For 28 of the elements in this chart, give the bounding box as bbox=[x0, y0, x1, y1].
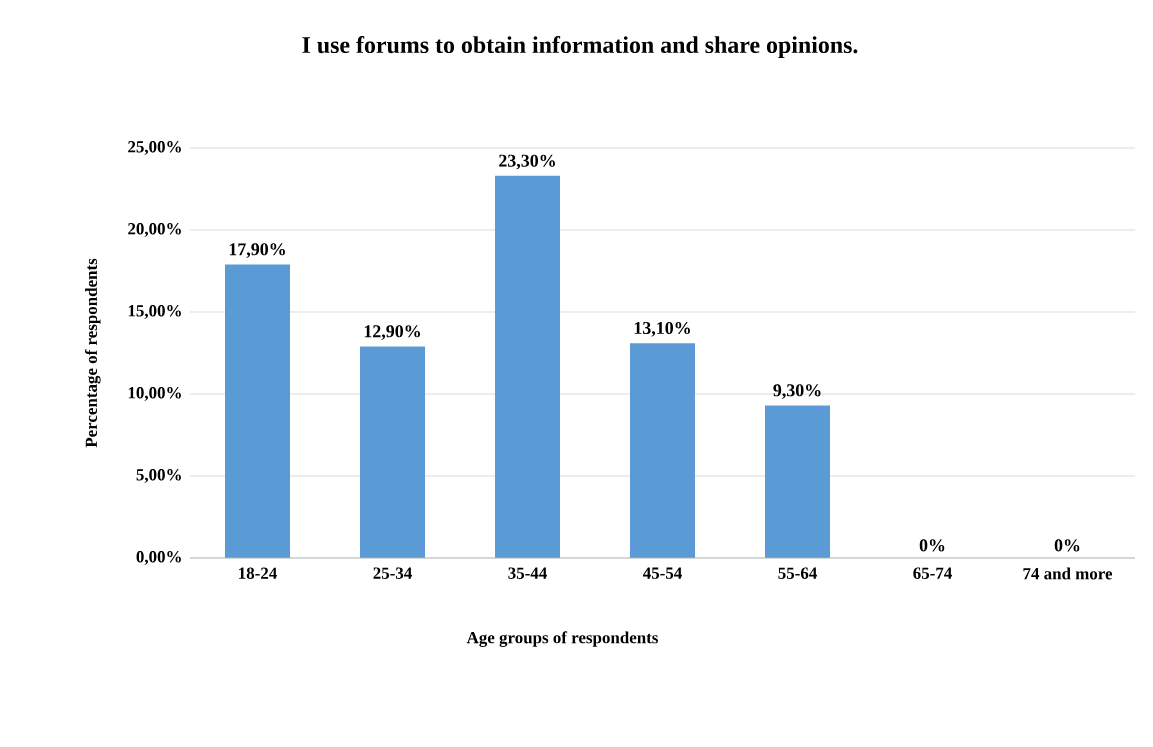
x-tick-label: 18-24 bbox=[239, 567, 277, 579]
y-tick-label: 0,00% bbox=[136, 551, 181, 565]
y-tick-label: 20,00% bbox=[128, 223, 181, 237]
data-label: 13,10% bbox=[634, 321, 690, 337]
data-label: 9,30% bbox=[773, 384, 821, 399]
y-axis-title: Percentage of respondents bbox=[84, 258, 101, 448]
bar bbox=[630, 343, 696, 558]
y-tick-label: 15,00% bbox=[128, 305, 181, 319]
x-tick-label: 65-74 bbox=[913, 567, 952, 579]
bar bbox=[360, 346, 426, 558]
data-label: 0% bbox=[1054, 539, 1080, 552]
x-tick-label: 25-34 bbox=[373, 567, 412, 579]
x-tick-label: 74 and more bbox=[1023, 567, 1113, 580]
data-label: 17,90% bbox=[229, 243, 285, 258]
x-tick-label: 45-54 bbox=[642, 567, 682, 579]
x-tick-label: 35-44 bbox=[508, 567, 547, 579]
bar bbox=[225, 264, 291, 558]
x-axis-title: Age groups of respondents bbox=[466, 631, 658, 647]
y-tick-label: 25,00% bbox=[128, 141, 181, 155]
bar bbox=[765, 405, 831, 558]
x-tick-label: 55-64 bbox=[778, 567, 817, 579]
data-label: 0% bbox=[919, 539, 945, 552]
data-label: 23,30% bbox=[499, 154, 555, 170]
y-tick-label: 5,00% bbox=[136, 469, 181, 483]
bar bbox=[495, 175, 561, 558]
chart-title: I use forums to obtain information and share opinions. bbox=[302, 36, 858, 58]
data-label: 12,90% bbox=[364, 325, 420, 340]
y-tick-label: 10,00% bbox=[128, 387, 181, 401]
